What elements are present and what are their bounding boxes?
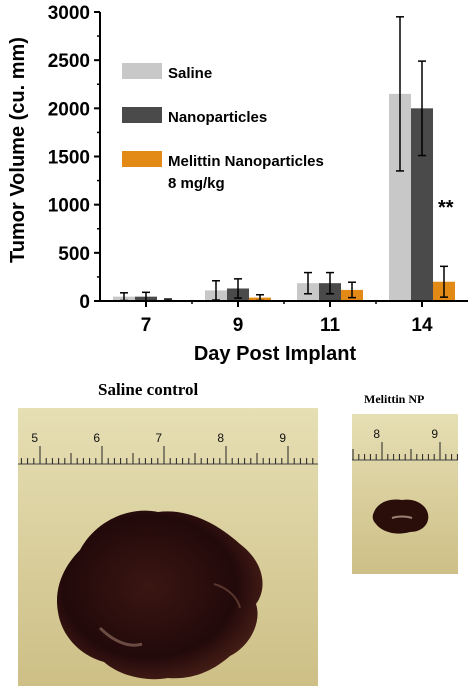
saline-tumor-photo: 5 6 7 8 9 (18, 408, 318, 686)
y-tick-label: 3000 (48, 3, 90, 24)
tumor-volume-chart: 0 500 1000 1500 2000 2500 3000 7 9 11 14 Tumor Vo… (7, 3, 468, 365)
x-tick-label: 9 (233, 315, 244, 336)
ruler-label: 8 (373, 427, 380, 441)
tumor-highlight (98, 626, 143, 647)
x-axis-label: Day Post Implant (194, 343, 357, 365)
legend-label: Nanoparticles (168, 109, 267, 126)
saline-control-caption: Saline control (98, 380, 199, 399)
ruler-label: 5 (31, 431, 38, 445)
tumor-highlight (213, 583, 241, 609)
bar (389, 93, 411, 301)
y-tick-label: 500 (58, 244, 90, 265)
ruler-label: 7 (155, 431, 162, 445)
bar (411, 108, 433, 301)
legend-swatch (122, 63, 162, 79)
x-tick-label: 14 (411, 315, 433, 336)
y-axis-label: Tumor Volume (cu. mm) (7, 37, 29, 263)
ruler-label: 6 (93, 431, 100, 445)
y-tick-label: 1500 (48, 148, 90, 169)
legend-label-line2: 8 mg/kg (168, 175, 225, 192)
y-tick-label: 2500 (48, 51, 90, 72)
tumor-highlight (391, 515, 413, 519)
significance-annotation: ** (438, 197, 454, 219)
legend-swatch (122, 107, 162, 123)
ruler-label: 8 (217, 431, 224, 445)
legend-swatch (122, 151, 162, 167)
photo-background (352, 414, 458, 574)
legend-label: Saline (168, 65, 212, 82)
ruler-label: 9 (279, 431, 286, 445)
y-tick-label: 2000 (48, 99, 90, 120)
x-tick-label: 7 (141, 315, 152, 336)
ruler-label: 9 (431, 427, 438, 441)
legend-label: Melittin Nanoparticles (168, 153, 324, 170)
y-tick-label: 1000 (48, 196, 90, 217)
x-tick-label: 11 (320, 315, 341, 336)
y-tick-label: 0 (79, 292, 90, 313)
melittin-np-caption: Melittin NP (364, 392, 425, 406)
